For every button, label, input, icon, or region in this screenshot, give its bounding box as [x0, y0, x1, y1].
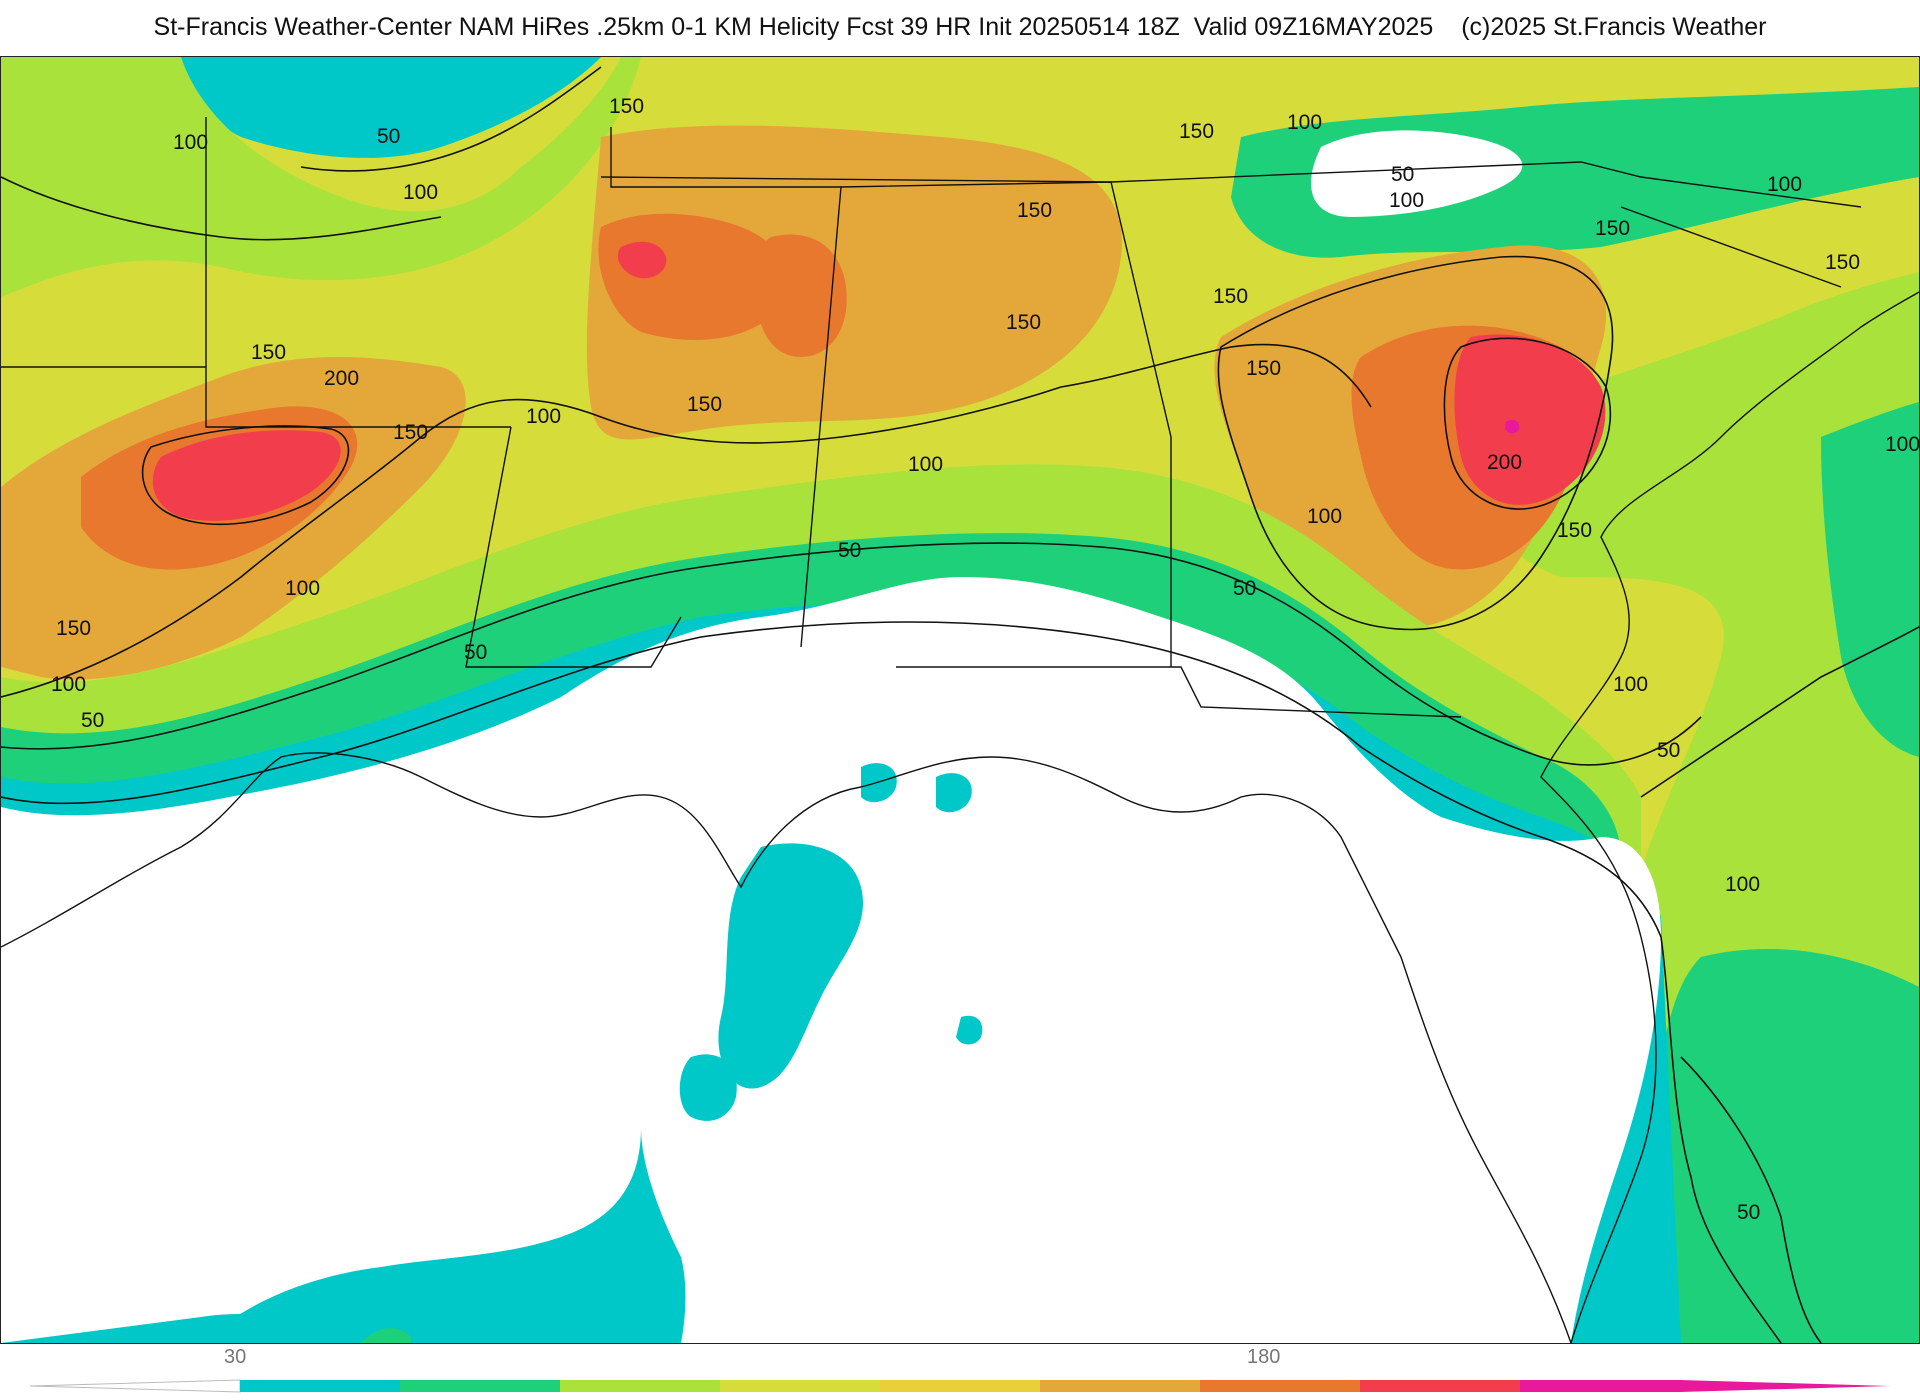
- alabama-hotspot: [756, 234, 847, 357]
- deep-south-orange-region: [586, 125, 1122, 440]
- contour-label: 50: [1233, 577, 1256, 600]
- georgia-max-core: [1454, 334, 1606, 505]
- state-line-north-carolina: [1620, 206, 1842, 288]
- contour-label: 100: [1885, 433, 1919, 456]
- contour-label: 50: [1657, 739, 1680, 762]
- contour-50-south: [1, 621, 1782, 1343]
- map-title: St-Francis Weather-Center NAM HiRes .25k…: [0, 0, 1920, 54]
- contour-150-mid: [1, 343, 1372, 698]
- legend-swatch: [1520, 1380, 1681, 1392]
- contour-label: 100: [526, 405, 561, 428]
- contour-label: 150: [1213, 285, 1248, 308]
- contour-label: 100: [173, 131, 208, 154]
- contour-label: 200: [1487, 451, 1522, 474]
- contour-label: 100: [1767, 173, 1802, 196]
- helicity-contours: [1, 66, 1919, 1343]
- contour-200-georgia: [1443, 337, 1612, 510]
- legend-swatch: [560, 1380, 721, 1392]
- legend-swatch: [720, 1380, 881, 1392]
- atlantic-teal-patch: [1649, 948, 1919, 1343]
- contour-label: 150: [393, 421, 428, 444]
- north-teal-strip: [181, 57, 601, 158]
- contour-label: 100: [285, 577, 320, 600]
- gulf-teal-cell-4: [936, 773, 972, 813]
- contour-label: 150: [1017, 199, 1052, 222]
- contour-label: 150: [1595, 217, 1630, 240]
- contour-label: 100: [403, 181, 438, 204]
- state-line-oklahoma-texas: [1, 366, 511, 428]
- contour-label: 150: [1825, 251, 1860, 274]
- state-borders: [1, 117, 1919, 1343]
- state-line-mississippi-alabama: [610, 127, 842, 648]
- atlantic-green-east: [1821, 402, 1919, 757]
- contour-label: 100: [1307, 505, 1342, 528]
- coastline-gulf: [1, 752, 1572, 1343]
- gulf-teal-cell-1: [718, 843, 863, 1089]
- legend-bar: [29, 1379, 1890, 1393]
- contour-label: 50: [838, 539, 861, 562]
- appalachian-white-gap: [1311, 130, 1523, 217]
- contour-label: 100: [1389, 189, 1424, 212]
- contour-label: 150: [609, 95, 644, 118]
- contour-50-north: [300, 66, 602, 172]
- arklatex-max-core: [152, 430, 341, 521]
- helicity-map: 150 100 50 100 150 200 150 100 150 100 1…: [0, 56, 1920, 1344]
- contour-label: 150: [1557, 519, 1592, 542]
- contour-label: 150: [1179, 120, 1214, 143]
- contour-label: 50: [81, 709, 104, 732]
- contour-100-south: [1, 542, 1702, 766]
- state-line-louisiana-mississippi: [465, 426, 682, 668]
- title-text: St-Francis Weather-Center NAM HiRes .25k…: [153, 12, 1434, 41]
- legend-swatches: [240, 1380, 1681, 1392]
- contour-label: 200: [324, 367, 359, 390]
- map-canvas: 150 100 50 100 150 200 150 100 150 100 1…: [1, 57, 1919, 1343]
- legend-tick-180: 180: [1247, 1346, 1281, 1368]
- contour-label: 100: [1725, 873, 1760, 896]
- gulf-teal-cell-5: [956, 1015, 983, 1045]
- contour-label: 150: [1006, 311, 1041, 334]
- legend-swatch: [1040, 1380, 1201, 1392]
- contour-100-east: [1640, 626, 1919, 798]
- gulf-green-bottom: [361, 1328, 411, 1343]
- contour-labels: 150 100 50 100 150 200 150 100 150 100 1…: [51, 95, 1919, 1224]
- appalachian-low-zone: [1231, 87, 1919, 258]
- contour-label: 50: [1391, 163, 1414, 186]
- coastline-atlantic: [1540, 291, 1919, 1343]
- contour-50-atlantic: [1680, 1056, 1822, 1343]
- legend-low-arrow: [29, 1379, 241, 1393]
- legend-swatch: [400, 1380, 561, 1392]
- contour-label: 50: [377, 125, 400, 148]
- contour-label: 100: [1287, 111, 1322, 134]
- legend-swatch: [1360, 1380, 1521, 1392]
- legend-swatch: [240, 1380, 401, 1392]
- legend-tick-30: 30: [224, 1346, 247, 1368]
- legend-swatch: [880, 1380, 1041, 1392]
- contour-150-georgia: [1217, 255, 1614, 631]
- contour-label: 100: [51, 673, 86, 696]
- copyright-text: (c)2025 St.Francis Weather: [1461, 12, 1767, 41]
- state-line-georgia-carolinas: [1110, 161, 1862, 208]
- state-line-florida-panhandle: [896, 666, 1462, 718]
- contour-label: 150: [687, 393, 722, 416]
- mississippi-hotspot-core: [617, 241, 667, 279]
- contour-label: 150: [1246, 357, 1281, 380]
- contour-label: 50: [464, 641, 487, 664]
- contour-label: 150: [251, 341, 286, 364]
- legend-high-arrow: [1680, 1380, 1890, 1392]
- gulf-teal-cell-2: [679, 1054, 737, 1121]
- georgia-peak-core: [1505, 419, 1520, 434]
- state-line-tennessee: [600, 176, 1112, 183]
- color-legend: 30 180: [0, 1342, 1920, 1400]
- contour-100-north: [1, 176, 442, 241]
- contour-label: 150: [56, 617, 91, 640]
- legend-swatch: [1200, 1380, 1361, 1392]
- gulf-teal-bottom: [201, 1127, 686, 1343]
- contour-label: 100: [1613, 673, 1648, 696]
- contour-label: 50: [1737, 1201, 1760, 1224]
- state-line-alabama-georgia: [840, 181, 1172, 667]
- contour-label: 100: [908, 453, 943, 476]
- north-green-strip: [1, 57, 641, 297]
